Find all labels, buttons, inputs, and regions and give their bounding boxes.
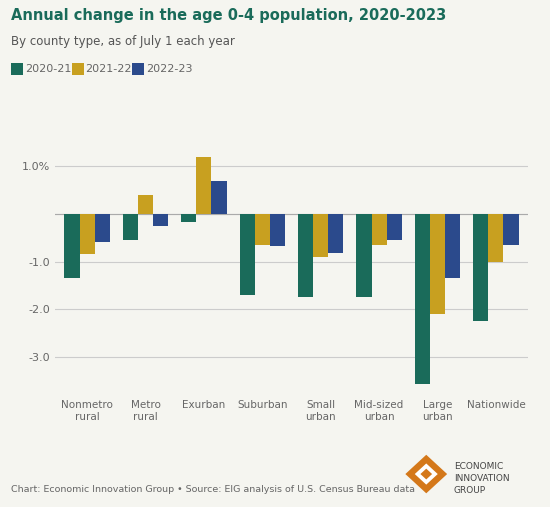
Bar	[196, 157, 212, 214]
Bar	[298, 214, 313, 298]
Bar	[181, 214, 196, 222]
Bar	[240, 214, 255, 295]
Bar	[64, 214, 80, 278]
Text: 2022-23: 2022-23	[146, 64, 192, 74]
Bar	[80, 214, 95, 255]
Text: By county type, as of July 1 each year: By county type, as of July 1 each year	[11, 35, 235, 49]
Bar	[387, 214, 402, 240]
Bar	[153, 214, 168, 226]
Bar	[255, 214, 270, 245]
Bar	[430, 214, 445, 314]
Bar	[123, 214, 138, 240]
Bar	[95, 214, 110, 242]
Bar	[503, 214, 519, 245]
Bar	[270, 214, 285, 246]
Bar	[473, 214, 488, 321]
Bar	[328, 214, 343, 253]
Bar	[313, 214, 328, 257]
Bar	[488, 214, 503, 262]
Text: Annual change in the age 0-4 population, 2020-2023: Annual change in the age 0-4 population,…	[11, 8, 446, 23]
Bar	[415, 214, 430, 383]
Bar	[212, 181, 227, 214]
Bar	[356, 214, 371, 298]
Text: Chart: Economic Innovation Group • Source: EIG analysis of U.S. Census Bureau da: Chart: Economic Innovation Group • Sourc…	[11, 485, 415, 494]
Text: 2021-22: 2021-22	[85, 64, 132, 74]
Bar	[445, 214, 460, 278]
Text: ECONOMIC
INNOVATION
GROUP: ECONOMIC INNOVATION GROUP	[454, 462, 509, 495]
Text: 2020-21: 2020-21	[25, 64, 71, 74]
Bar	[138, 195, 153, 214]
Bar	[371, 214, 387, 245]
